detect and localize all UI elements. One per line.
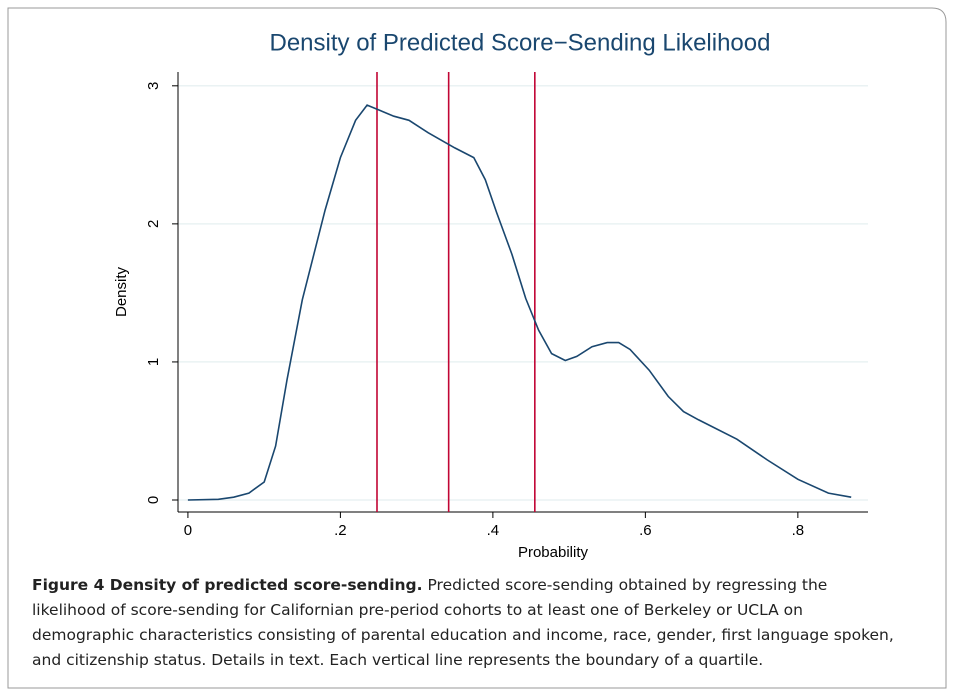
x-axis-label: Probability <box>518 544 589 561</box>
chart-title: Density of Predicted Score−Sending Likel… <box>270 29 771 56</box>
y-tick-label: 0 <box>145 496 162 504</box>
x-tick-label: .2 <box>334 522 347 539</box>
frame <box>7 7 947 689</box>
density-line <box>187 104 852 501</box>
caption-text: Predicted score-sending obtained by regr… <box>32 576 894 669</box>
y-axis-label: Density <box>113 266 130 317</box>
y-tick-label: 2 <box>145 220 162 228</box>
caption: Figure 4 Density of predicted score-send… <box>32 573 902 673</box>
y-tick-label: 3 <box>145 82 162 90</box>
y-tick-label: 1 <box>145 358 162 366</box>
caption-label: Figure 4 Density of predicted score-send… <box>32 576 423 594</box>
x-tick-label: 0 <box>184 522 192 539</box>
x-tick-label: .4 <box>487 522 500 539</box>
x-tick-label: .6 <box>639 522 652 539</box>
x-tick-label: .8 <box>792 522 805 539</box>
